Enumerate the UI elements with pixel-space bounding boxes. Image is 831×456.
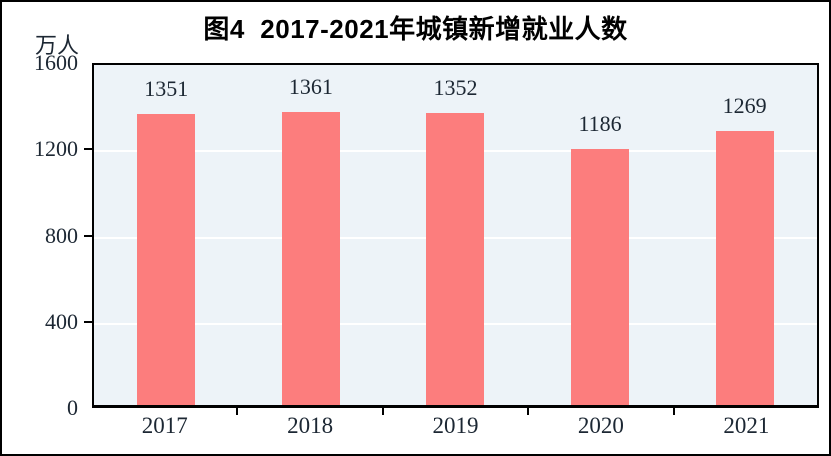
chart-title: 图4 2017-2021年城镇新增就业人数: [203, 14, 628, 44]
y-tick-mark-1200: [84, 148, 92, 151]
bar-column-2017: 1351: [94, 65, 239, 405]
y-axis-unit-label: 万人: [35, 33, 80, 58]
plot-area: 1351 1361 1352 1186 1269: [92, 63, 819, 408]
bar-column-2020: 1186: [528, 65, 673, 405]
bar-2021: [715, 131, 774, 405]
y-tick-label-800: 800: [45, 222, 78, 248]
bar-column-2018: 1361: [239, 65, 384, 405]
bar-value-label-2018: 1361: [288, 74, 333, 99]
bar-2020: [571, 149, 630, 405]
x-tick-label-2018: 2018: [287, 413, 334, 438]
x-tick-mark-1: [236, 408, 239, 415]
bar-column-2021: 1269: [672, 65, 817, 405]
x-axis-tick-labels: 2017 2018 2019 2020 2021: [92, 413, 819, 439]
y-tick-label-1200: 1200: [34, 136, 78, 162]
x-tick-mark-3: [527, 408, 530, 415]
y-tick-label-1600: 1600: [34, 50, 78, 75]
y-tick-mark-800: [84, 234, 92, 237]
y-tick-label-400: 400: [45, 308, 78, 334]
bar-2019: [426, 113, 485, 405]
bar-value-label-2021: 1269: [722, 93, 767, 118]
bar-value-label-2019: 1352: [433, 75, 478, 100]
bar-column-2019: 1352: [383, 65, 528, 405]
bar-value-label-2020: 1186: [578, 111, 622, 136]
x-tick-label-2019: 2019: [432, 413, 479, 438]
bar-2017: [137, 114, 196, 405]
y-tick-label-0: 0: [67, 395, 78, 420]
x-tick-mark-2: [381, 408, 384, 415]
x-tick-label-2021: 2021: [723, 413, 770, 438]
bar-value-label-2017: 1351: [144, 76, 189, 101]
bar-2018: [281, 112, 340, 405]
y-tick-mark-400: [84, 320, 92, 323]
bars-row: 1351 1361 1352 1186 1269: [94, 65, 817, 405]
x-tick-label-2020: 2020: [577, 413, 624, 438]
x-tick-label-2017: 2017: [141, 413, 188, 438]
x-tick-mark-4: [672, 408, 675, 415]
